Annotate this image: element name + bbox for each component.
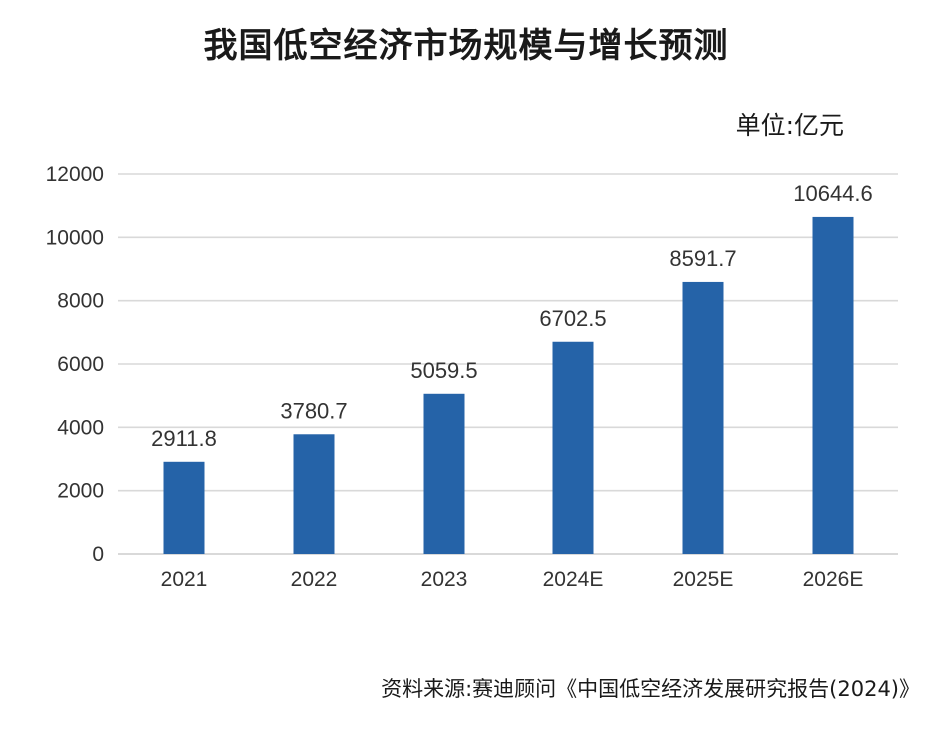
y-tick-label: 0 [92, 543, 104, 566]
unit-label: 单位:亿元 [735, 111, 844, 140]
grid-lines [118, 173, 898, 555]
data-label: 2911.8 [151, 426, 217, 451]
y-tick-label: 4000 [57, 416, 104, 439]
y-tick-label: 10000 [46, 226, 104, 249]
bar-2022 [293, 434, 335, 554]
data-label: 5059.5 [410, 358, 477, 383]
bar-2024e [552, 341, 594, 554]
y-tick-label: 2000 [57, 480, 104, 503]
y-tick-label: 12000 [46, 163, 104, 186]
y-axis-ticks: 0 2000 4000 6000 8000 10000 12000 [46, 163, 104, 566]
bar-2021 [163, 461, 205, 554]
chart-title: 我国低空经济市场规模与增长预测 [203, 26, 729, 66]
data-labels: 2911.8 3780.7 5059.5 6702.5 8591.7 10644.6 [151, 181, 873, 451]
x-axis-ticks: 2021 2022 2023 2024E 2025E 2026E [161, 568, 864, 591]
bar-2026e [812, 216, 854, 554]
data-label: 3780.7 [280, 398, 347, 423]
y-tick-label: 8000 [57, 290, 104, 313]
x-tick-label: 2025E [673, 568, 734, 591]
x-tick-label: 2026E [803, 568, 864, 591]
x-tick-label: 2021 [161, 568, 208, 591]
data-label: 8591.7 [669, 246, 736, 271]
bar-2023 [423, 393, 465, 554]
x-tick-label: 2024E [543, 568, 604, 591]
bar-2025e [682, 281, 724, 554]
data-label: 6702.5 [539, 306, 606, 331]
y-tick-label: 6000 [57, 353, 104, 376]
bars [163, 216, 854, 554]
x-tick-label: 2023 [421, 568, 468, 591]
source-label: 资料来源:赛迪顾问《中国低空经济发展研究报告(2024)》 [381, 677, 920, 701]
data-label: 10644.6 [793, 181, 873, 206]
x-tick-label: 2022 [291, 568, 338, 591]
